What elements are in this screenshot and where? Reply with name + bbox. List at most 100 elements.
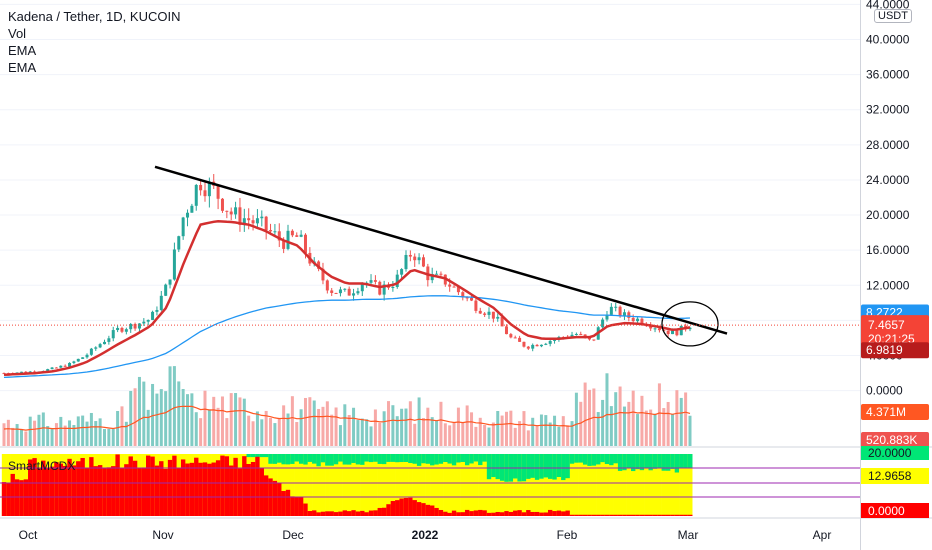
candle-body	[321, 268, 325, 281]
mcdx-yellow-bar	[408, 454, 413, 516]
mcdx-red-bar	[316, 512, 322, 516]
volume-bar	[111, 429, 115, 446]
mcdx-yellow-bar	[596, 454, 601, 516]
smartmcdx-legend-label[interactable]: SmartMCDX	[8, 459, 76, 473]
volume-bar	[421, 418, 425, 446]
volume-bar	[483, 424, 487, 446]
mcdx-red-bar	[176, 468, 182, 516]
volume-bar	[50, 428, 54, 446]
mcdx-yellow-bar	[285, 454, 291, 516]
volume-bar	[675, 390, 679, 446]
mcdx-yellow-bar	[565, 454, 571, 516]
volume-bar	[98, 418, 102, 446]
volume-bar	[37, 414, 41, 446]
mcdx-red-bar	[93, 466, 99, 516]
mcdx-green-bar	[272, 454, 278, 464]
volume-bar	[387, 401, 391, 446]
volume-bar	[356, 420, 360, 446]
mcdx-green-bar	[687, 454, 693, 468]
mcdx-yellow-bar	[495, 454, 501, 516]
mcdx-red-bar	[430, 505, 435, 516]
mcdx-red-bar	[10, 473, 16, 516]
volume-bar	[666, 401, 670, 446]
mcdx-yellow-bar	[347, 454, 352, 516]
volume-bar	[19, 428, 23, 446]
volume-bar	[579, 401, 583, 446]
volume-bar	[142, 381, 146, 446]
mcdx-red-bar	[154, 465, 160, 516]
mcdx-green-bar	[582, 454, 588, 465]
candle-body	[203, 190, 207, 197]
mcdx-yellow-bar	[652, 454, 658, 516]
mcdx-red-bar	[373, 510, 378, 516]
mcdx-red-bar	[159, 461, 164, 516]
volume-bar	[72, 425, 76, 446]
chart-legend: Kadena / Tether, 1D, KUCOIN Vol EMA EMA	[8, 8, 180, 76]
mcdx-red-bar	[386, 504, 391, 516]
mcdx-green-bar	[543, 454, 549, 478]
time-tick-label: Nov	[152, 528, 173, 542]
volume-bar	[640, 395, 644, 446]
mcdx-yellow-bar	[451, 454, 457, 516]
mcdx-red-bar	[565, 510, 571, 516]
mcdx-bottom-tick: 0.0000	[868, 504, 905, 518]
mcdx-yellow-bar	[609, 454, 614, 516]
mcdx-red-bar	[508, 511, 514, 516]
volume-bar	[509, 410, 513, 446]
mcdx-red-bar	[185, 463, 191, 516]
volume-bar	[470, 412, 474, 446]
mcdx-red-bar	[281, 491, 287, 516]
mcdx-yellow-bar	[683, 454, 689, 516]
mcdx-red-bar	[167, 459, 173, 516]
currency-button[interactable]: USDT	[874, 9, 912, 23]
mcdx-red-bar	[679, 514, 684, 516]
mcdx-yellow-bar	[403, 454, 409, 516]
mcdx-green-bar	[443, 454, 448, 463]
volume-bar	[570, 421, 574, 446]
mcdx-yellow-bar	[574, 454, 579, 516]
volume-bar	[430, 417, 434, 446]
mcdx-yellow-bar	[320, 454, 326, 516]
mcdx-red-bar	[242, 456, 247, 516]
volume-bar	[404, 408, 408, 446]
candle-body	[325, 280, 329, 291]
volume-bar	[653, 413, 657, 446]
candle-body	[72, 361, 76, 363]
volume-bar	[382, 411, 386, 446]
mcdx-red-bar	[132, 460, 138, 516]
vol-legend-label[interactable]: Vol	[8, 26, 27, 41]
candle-body	[133, 323, 137, 329]
mcdx-red-bar	[569, 514, 575, 516]
mcdx-yellow-bar	[504, 454, 509, 516]
mcdx-yellow-bar	[438, 454, 444, 516]
mcdx-yellow-bar	[499, 454, 505, 516]
mcdx-red-bar	[307, 511, 313, 516]
mcdx-red-bar	[224, 456, 230, 516]
candle-body	[286, 230, 290, 249]
mcdx-red-bar	[36, 468, 42, 516]
mcdx-red-bar	[360, 510, 365, 516]
volume-bar	[657, 383, 661, 446]
mcdx-yellow-bar	[626, 454, 632, 516]
mcdx-yellow-bar	[351, 454, 357, 516]
volume-ma-badge: 4.371M	[866, 405, 906, 419]
mcdx-green-bar	[486, 454, 492, 480]
volume-bar	[330, 414, 334, 446]
candle-body	[28, 371, 32, 373]
candle-body	[382, 284, 386, 295]
mcdx-green-bar	[547, 454, 553, 479]
volume-bar	[566, 425, 570, 446]
ema-legend-label[interactable]: EMA	[8, 43, 37, 58]
mcdx-green-bar	[526, 454, 531, 479]
mcdx-yellow-bar	[578, 454, 584, 516]
candle-body	[238, 207, 242, 225]
candle-body	[234, 207, 238, 215]
mcdx-red-bar	[578, 514, 584, 516]
ema-legend-label-2[interactable]: EMA	[8, 60, 37, 75]
mcdx-red-bar	[202, 462, 208, 516]
candle-body	[448, 284, 452, 287]
volume-bar	[435, 420, 439, 446]
mcdx-red-bar	[447, 512, 453, 516]
volume-bar	[679, 397, 683, 446]
